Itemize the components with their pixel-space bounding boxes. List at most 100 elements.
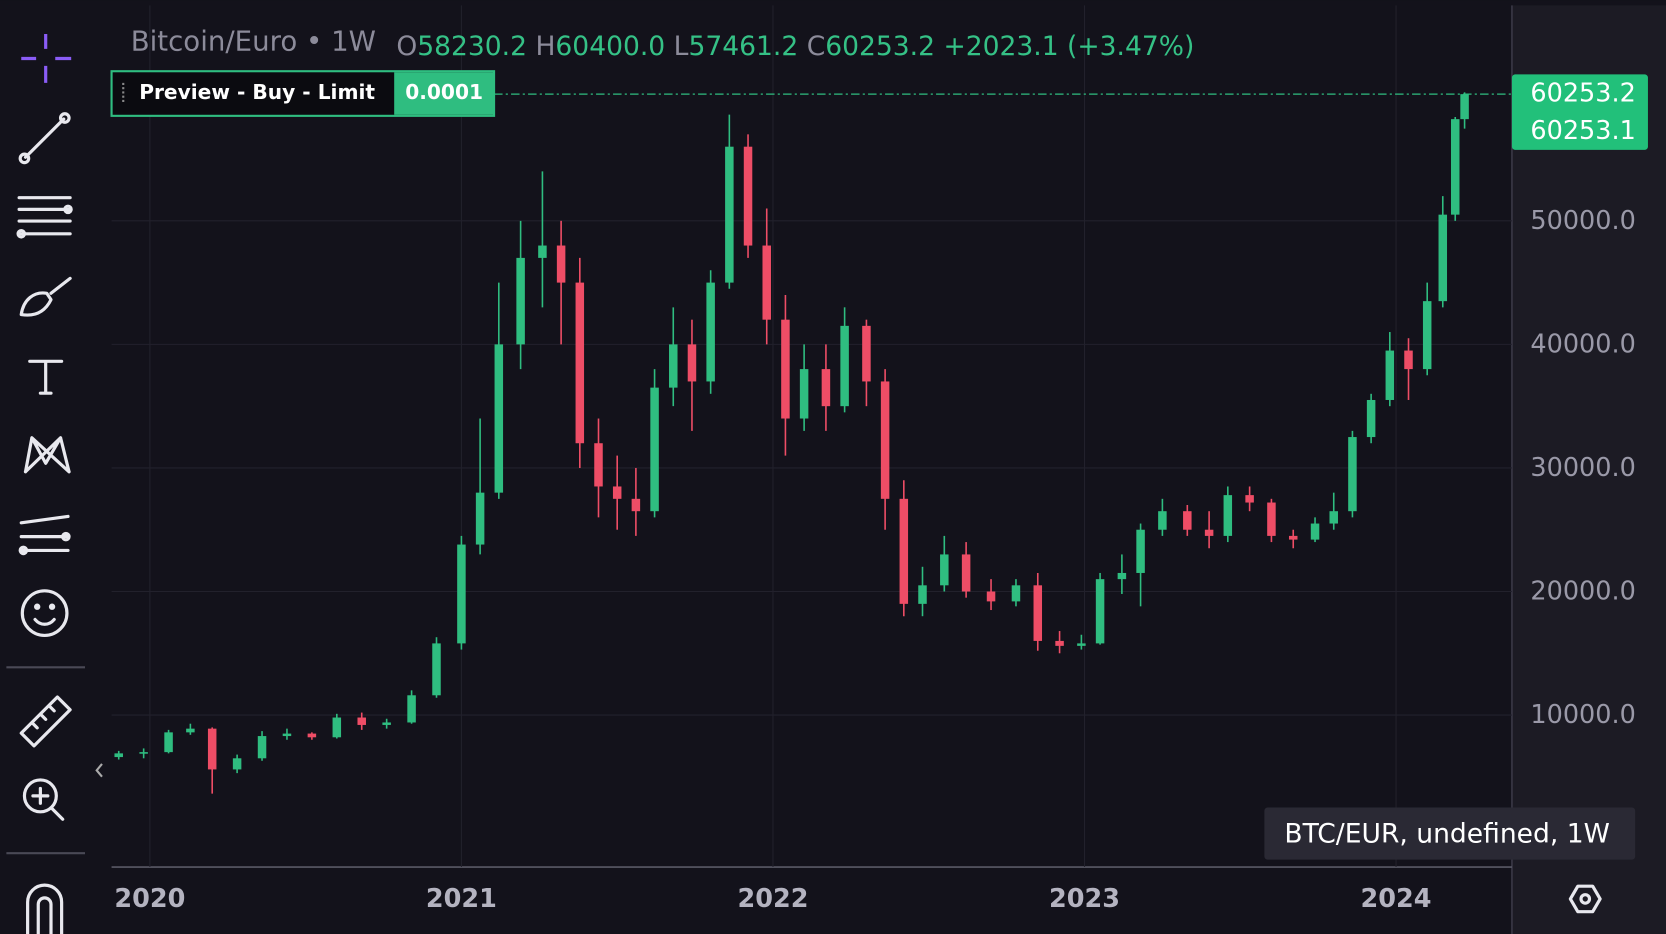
x-tick-label: 2023 — [1049, 884, 1120, 914]
crosshair-tool[interactable] — [21, 34, 72, 83]
candle-body — [332, 717, 342, 738]
ruler-tool[interactable] — [19, 695, 72, 748]
candle-body — [986, 591, 996, 602]
candle-body — [1460, 94, 1469, 120]
y-tick-label: 40000.0 — [1530, 329, 1635, 359]
price-label-box — [1511, 74, 1648, 150]
candle-body — [650, 387, 659, 512]
grid — [111, 5, 1512, 868]
candle-body — [575, 282, 585, 444]
candle-body — [918, 585, 927, 604]
candle-body — [1267, 502, 1276, 536]
candle-body — [940, 554, 949, 586]
candle-body — [1136, 529, 1145, 573]
candle-body — [494, 344, 504, 493]
candle-body — [382, 722, 391, 725]
candle-body — [207, 728, 217, 770]
scroll-left[interactable] — [95, 763, 103, 778]
candle-body — [538, 245, 547, 258]
ohlc-label: C — [807, 30, 826, 61]
candle-body — [1404, 350, 1413, 370]
candle-body — [1095, 579, 1105, 644]
candle-body — [1055, 640, 1064, 646]
order-quantity: 0.0001 — [405, 80, 483, 104]
candle-body — [781, 319, 790, 419]
candle-body — [799, 369, 809, 419]
ohlc-value: 57461.2 — [688, 30, 798, 61]
candle-body — [432, 643, 441, 696]
candle-body — [961, 554, 971, 592]
candle-body — [1245, 495, 1254, 503]
y-tick-label: 30000.0 — [1530, 453, 1635, 483]
candle-body — [1117, 572, 1127, 580]
change: +2023.1 (+3.47%) — [943, 30, 1194, 61]
fib-tool[interactable] — [16, 196, 73, 239]
candle-body — [840, 325, 849, 407]
candle-body — [1366, 399, 1376, 438]
candle-body — [1329, 511, 1338, 524]
pattern-tool[interactable] — [23, 436, 71, 474]
candle-body — [1033, 585, 1043, 641]
brush-tool[interactable] — [19, 276, 72, 317]
price-axis-panel — [1511, 5, 1666, 934]
ohlc-values: O58230.2 H60400.0 L57461.2 C60253.2 +202… — [396, 30, 1194, 61]
ohlc-value: 60253.2 — [825, 30, 935, 61]
toolbar — [6, 34, 103, 934]
candle-body — [1204, 529, 1214, 536]
candle-body — [457, 544, 466, 644]
candle-body — [594, 443, 603, 487]
candle-body — [687, 344, 697, 382]
candle-body — [1288, 535, 1298, 540]
emoji-tool[interactable] — [20, 589, 69, 637]
candle-body — [862, 325, 871, 382]
y-tick-label: 20000.0 — [1530, 577, 1635, 607]
candle-body — [282, 733, 292, 737]
candles — [114, 92, 1469, 794]
candle-body — [357, 717, 366, 725]
order-preview[interactable]: Preview - Buy - Limit 0.0001 — [110, 70, 496, 117]
prediction-tool[interactable] — [18, 514, 71, 556]
candle-body — [762, 245, 771, 320]
candle-body — [743, 146, 753, 246]
candle-body — [1223, 495, 1233, 536]
last-price: 60253.2 — [1530, 79, 1635, 109]
candle-body — [307, 733, 317, 738]
symbol-title: Bitcoin/Euro • 1W — [131, 25, 376, 58]
candle-body — [899, 498, 909, 604]
candle-body — [186, 728, 195, 733]
candle-body — [1450, 119, 1460, 215]
candle-body — [164, 732, 173, 753]
settings-button[interactable] — [1568, 884, 1602, 914]
candle-body — [612, 486, 622, 499]
candle-body — [139, 752, 148, 754]
candle-body — [232, 758, 242, 770]
zoom-tool[interactable] — [22, 778, 65, 821]
text-tool[interactable] — [28, 359, 64, 395]
candle-body — [407, 695, 416, 723]
candle-body — [1385, 350, 1395, 400]
candle-body — [516, 257, 525, 345]
ohlc-label: L — [674, 30, 689, 61]
candle-body — [475, 492, 485, 545]
magnet-tool[interactable] — [26, 883, 64, 934]
x-tick-label: 2022 — [737, 884, 808, 914]
candle-body — [257, 736, 267, 759]
candle-body — [114, 753, 123, 758]
candle-body — [706, 282, 715, 382]
ohlc-value: 60400.0 — [555, 30, 665, 61]
tooltip: BTC/EUR, undefined, 1W — [1284, 819, 1609, 850]
candle-body — [1438, 214, 1448, 302]
ohlc-label: O — [396, 30, 417, 61]
ohlc-value: 58230.2 — [417, 30, 527, 61]
order-label: Preview - Buy - Limit — [139, 80, 375, 104]
candle-body — [880, 381, 890, 499]
candle-body — [725, 146, 734, 283]
candle-body — [1310, 523, 1320, 540]
trendline-tool[interactable] — [18, 112, 71, 165]
candle-body — [1422, 301, 1432, 370]
ohlc-label: H — [535, 30, 555, 61]
candle-body — [1348, 437, 1357, 512]
x-tick-label: 2024 — [1361, 884, 1432, 914]
